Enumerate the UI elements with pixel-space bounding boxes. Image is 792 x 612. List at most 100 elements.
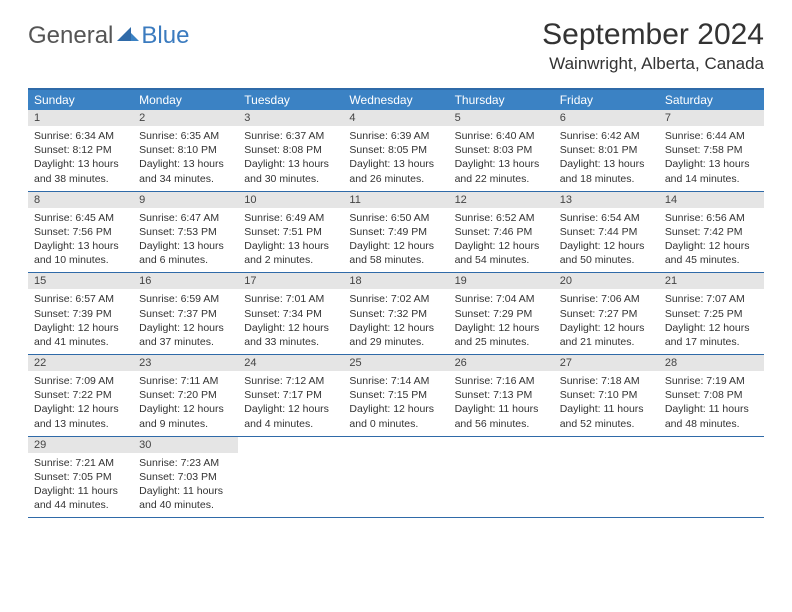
day-info: Sunrise: 6:45 AMSunset: 7:56 PMDaylight:… xyxy=(28,208,133,273)
sunset-line: Sunset: 7:39 PM xyxy=(34,307,127,321)
day-info: Sunrise: 7:21 AMSunset: 7:05 PMDaylight:… xyxy=(28,453,133,518)
day-info: Sunrise: 6:34 AMSunset: 8:12 PMDaylight:… xyxy=(28,126,133,191)
day-info: Sunrise: 6:49 AMSunset: 7:51 PMDaylight:… xyxy=(238,208,343,273)
sunset-line: Sunset: 7:27 PM xyxy=(560,307,653,321)
day-number: 4 xyxy=(343,110,448,126)
daylight-line: Daylight: 12 hours and 21 minutes. xyxy=(560,321,653,349)
day-info: Sunrise: 7:18 AMSunset: 7:10 PMDaylight:… xyxy=(554,371,659,436)
day-number: 27 xyxy=(554,355,659,371)
calendar-day: 3Sunrise: 6:37 AMSunset: 8:08 PMDaylight… xyxy=(238,110,343,191)
sunrise-line: Sunrise: 6:35 AM xyxy=(139,129,232,143)
day-number: 3 xyxy=(238,110,343,126)
sunset-line: Sunset: 7:08 PM xyxy=(665,388,758,402)
weekday-label: Tuesday xyxy=(238,90,343,110)
day-number: 28 xyxy=(659,355,764,371)
daylight-line: Daylight: 13 hours and 6 minutes. xyxy=(139,239,232,267)
sunset-line: Sunset: 8:01 PM xyxy=(560,143,653,157)
day-info: Sunrise: 6:57 AMSunset: 7:39 PMDaylight:… xyxy=(28,289,133,354)
weekday-label: Saturday xyxy=(659,90,764,110)
day-info: Sunrise: 7:01 AMSunset: 7:34 PMDaylight:… xyxy=(238,289,343,354)
day-info: Sunrise: 6:56 AMSunset: 7:42 PMDaylight:… xyxy=(659,208,764,273)
calendar-day: 4Sunrise: 6:39 AMSunset: 8:05 PMDaylight… xyxy=(343,110,448,191)
sunrise-line: Sunrise: 7:12 AM xyxy=(244,374,337,388)
calendar-day: 6Sunrise: 6:42 AMSunset: 8:01 PMDaylight… xyxy=(554,110,659,191)
sunrise-line: Sunrise: 6:42 AM xyxy=(560,129,653,143)
daylight-line: Daylight: 11 hours and 44 minutes. xyxy=(34,484,127,512)
sunset-line: Sunset: 8:03 PM xyxy=(455,143,548,157)
sunrise-line: Sunrise: 7:23 AM xyxy=(139,456,232,470)
daylight-line: Daylight: 13 hours and 22 minutes. xyxy=(455,157,548,185)
sunrise-line: Sunrise: 6:47 AM xyxy=(139,211,232,225)
day-info: Sunrise: 7:09 AMSunset: 7:22 PMDaylight:… xyxy=(28,371,133,436)
day-number: 22 xyxy=(28,355,133,371)
calendar-day: 21Sunrise: 7:07 AMSunset: 7:25 PMDayligh… xyxy=(659,273,764,354)
day-info: Sunrise: 7:12 AMSunset: 7:17 PMDaylight:… xyxy=(238,371,343,436)
day-number: 30 xyxy=(133,437,238,453)
sunset-line: Sunset: 7:42 PM xyxy=(665,225,758,239)
day-number: 18 xyxy=(343,273,448,289)
sunrise-line: Sunrise: 6:49 AM xyxy=(244,211,337,225)
day-number: 23 xyxy=(133,355,238,371)
sunset-line: Sunset: 7:56 PM xyxy=(34,225,127,239)
logo-text-general: General xyxy=(28,22,113,50)
sunset-line: Sunset: 7:46 PM xyxy=(455,225,548,239)
day-number: 13 xyxy=(554,192,659,208)
daylight-line: Daylight: 11 hours and 56 minutes. xyxy=(455,402,548,430)
day-info: Sunrise: 6:54 AMSunset: 7:44 PMDaylight:… xyxy=(554,208,659,273)
sunrise-line: Sunrise: 7:14 AM xyxy=(349,374,442,388)
calendar-day: 13Sunrise: 6:54 AMSunset: 7:44 PMDayligh… xyxy=(554,192,659,273)
daylight-line: Daylight: 12 hours and 41 minutes. xyxy=(34,321,127,349)
sunset-line: Sunset: 7:17 PM xyxy=(244,388,337,402)
day-info: Sunrise: 7:16 AMSunset: 7:13 PMDaylight:… xyxy=(449,371,554,436)
calendar-empty-cell xyxy=(449,437,554,518)
day-number: 6 xyxy=(554,110,659,126)
weekday-label: Wednesday xyxy=(343,90,448,110)
daylight-line: Daylight: 12 hours and 33 minutes. xyxy=(244,321,337,349)
day-number: 10 xyxy=(238,192,343,208)
day-info: Sunrise: 7:04 AMSunset: 7:29 PMDaylight:… xyxy=(449,289,554,354)
day-info: Sunrise: 6:52 AMSunset: 7:46 PMDaylight:… xyxy=(449,208,554,273)
calendar-day: 22Sunrise: 7:09 AMSunset: 7:22 PMDayligh… xyxy=(28,355,133,436)
calendar-day: 8Sunrise: 6:45 AMSunset: 7:56 PMDaylight… xyxy=(28,192,133,273)
calendar-empty-cell xyxy=(659,437,764,518)
calendar-day: 20Sunrise: 7:06 AMSunset: 7:27 PMDayligh… xyxy=(554,273,659,354)
month-title: September 2024 xyxy=(542,18,764,52)
calendar-week: 29Sunrise: 7:21 AMSunset: 7:05 PMDayligh… xyxy=(28,437,764,519)
calendar-day: 30Sunrise: 7:23 AMSunset: 7:03 PMDayligh… xyxy=(133,437,238,518)
daylight-line: Daylight: 12 hours and 25 minutes. xyxy=(455,321,548,349)
day-number: 1 xyxy=(28,110,133,126)
daylight-line: Daylight: 13 hours and 34 minutes. xyxy=(139,157,232,185)
day-info: Sunrise: 6:37 AMSunset: 8:08 PMDaylight:… xyxy=(238,126,343,191)
sunset-line: Sunset: 7:58 PM xyxy=(665,143,758,157)
title-block: September 2024 Wainwright, Alberta, Cana… xyxy=(542,18,764,74)
daylight-line: Daylight: 12 hours and 13 minutes. xyxy=(34,402,127,430)
sunset-line: Sunset: 7:22 PM xyxy=(34,388,127,402)
sunrise-line: Sunrise: 6:45 AM xyxy=(34,211,127,225)
logo-triangle-icon xyxy=(117,24,139,42)
day-info: Sunrise: 7:19 AMSunset: 7:08 PMDaylight:… xyxy=(659,371,764,436)
sunset-line: Sunset: 8:10 PM xyxy=(139,143,232,157)
daylight-line: Daylight: 12 hours and 17 minutes. xyxy=(665,321,758,349)
calendar-day: 24Sunrise: 7:12 AMSunset: 7:17 PMDayligh… xyxy=(238,355,343,436)
sunset-line: Sunset: 8:08 PM xyxy=(244,143,337,157)
calendar-day: 2Sunrise: 6:35 AMSunset: 8:10 PMDaylight… xyxy=(133,110,238,191)
sunrise-line: Sunrise: 7:07 AM xyxy=(665,292,758,306)
daylight-line: Daylight: 13 hours and 10 minutes. xyxy=(34,239,127,267)
day-number: 21 xyxy=(659,273,764,289)
day-info: Sunrise: 6:50 AMSunset: 7:49 PMDaylight:… xyxy=(343,208,448,273)
sunset-line: Sunset: 7:03 PM xyxy=(139,470,232,484)
calendar-day: 29Sunrise: 7:21 AMSunset: 7:05 PMDayligh… xyxy=(28,437,133,518)
calendar-empty-cell xyxy=(343,437,448,518)
sunrise-line: Sunrise: 7:21 AM xyxy=(34,456,127,470)
daylight-line: Daylight: 12 hours and 0 minutes. xyxy=(349,402,442,430)
sunrise-line: Sunrise: 6:52 AM xyxy=(455,211,548,225)
sunset-line: Sunset: 7:10 PM xyxy=(560,388,653,402)
daylight-line: Daylight: 13 hours and 14 minutes. xyxy=(665,157,758,185)
calendar-day: 1Sunrise: 6:34 AMSunset: 8:12 PMDaylight… xyxy=(28,110,133,191)
calendar-day: 23Sunrise: 7:11 AMSunset: 7:20 PMDayligh… xyxy=(133,355,238,436)
sunrise-line: Sunrise: 6:56 AM xyxy=(665,211,758,225)
day-number: 25 xyxy=(343,355,448,371)
day-number: 19 xyxy=(449,273,554,289)
calendar-day: 10Sunrise: 6:49 AMSunset: 7:51 PMDayligh… xyxy=(238,192,343,273)
sunset-line: Sunset: 8:05 PM xyxy=(349,143,442,157)
